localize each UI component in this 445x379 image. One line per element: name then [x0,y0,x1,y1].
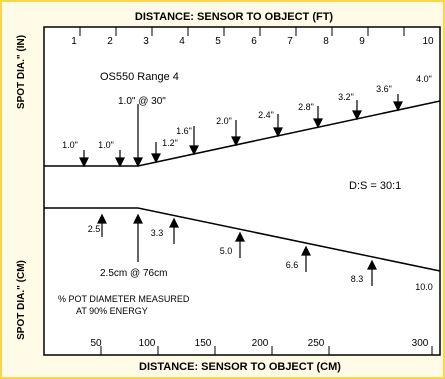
lower-arrow [97,213,107,237]
upper-arrow [393,94,403,112]
upper-arrow [115,150,125,168]
left-label-inches: SPOT DIA." (IN) [16,35,27,109]
bottom-tick-label: 250 [308,338,325,349]
upper-arrow [313,106,323,129]
lower-callout: 6.6 [286,260,299,270]
upper-callout: 1.0" [62,140,78,150]
top-tick-label: 7 [287,36,293,47]
ds-ratio: D:S = 30:1 [349,180,401,192]
lower-arrow [301,245,311,272]
lower-focus-label: 2.5cm @ 76cm [100,268,167,279]
top-tick-label: 6 [251,36,257,47]
lower-callout: 2.5 [88,224,101,234]
upper-callout: 3.6" [376,84,392,94]
top-tick-label: 9 [359,36,365,47]
lower-callout: 5.0 [220,246,233,256]
lower-arrow [367,259,377,286]
upper-callout: 2.0" [216,116,232,126]
top-tick-label: 2 [107,36,113,47]
top-tick-label: 4 [179,36,185,47]
upper-callout: 2.4" [258,110,274,120]
model-label: OS550 Range 4 [100,71,179,83]
upper-callout: 4.0" [416,74,432,84]
lower-arrow [235,231,245,258]
footnote-line-1: % POT DIAMETER MEASURED [58,294,190,304]
footnote-line-2: AT 90% ENERGY [76,306,148,316]
bottom-tick-label: 300 [412,338,429,349]
upper-arrows [79,94,403,168]
lower-arrows [97,213,377,286]
upper-callouts: 1.0" 1.0" 1.2" 1.6" 2.0" 2.4" 2.8" 3.2" … [62,74,432,150]
lower-callout: 10.0 [415,282,433,292]
beam-lower-edge [44,207,441,272]
lower-arrow [169,217,179,244]
bottom-tick-label: 100 [139,338,156,349]
bottom-tick-label: 150 [195,338,212,349]
top-tick-label: 1 [71,36,77,47]
upper-arrow [133,104,143,168]
upper-arrow [79,150,89,168]
top-tick-label: 8 [323,36,329,47]
left-label-cm: SPOT DIA." (CM) [16,260,27,340]
lower-arrow [133,213,143,262]
lower-callout: 3.3 [151,228,164,238]
upper-callout: 3.2" [338,92,354,102]
bottom-tick-label: 200 [252,338,269,349]
bottom-axis-title: DISTANCE: SENSOR TO OBJECT (CM) [139,361,341,373]
top-tick-label: 3 [143,36,149,47]
top-tick-label: 5 [215,36,221,47]
upper-arrow [273,114,283,138]
upper-callout: 2.8" [298,102,314,112]
upper-arrow [231,120,241,147]
top-ticks [79,27,405,36]
plot-border [43,26,441,356]
upper-callout: 1.6" [176,126,192,136]
upper-arrow [151,142,161,164]
upper-arrow [189,126,199,156]
upper-focus-label: 1.0" @ 30" [118,96,166,107]
bottom-tick-label: 50 [90,338,102,349]
bottom-ticks [100,346,433,355]
bottom-tick-labels: 50 100 150 200 250 300 [90,338,428,349]
upper-callout: 1.0" [98,140,114,150]
lower-callout: 8.3 [351,274,364,284]
upper-callout: 1.2" [162,138,178,148]
top-axis-title: DISTANCE: SENSOR TO OBJECT (FT) [135,11,334,23]
lower-callouts: 2.5 3.3 5.0 6.6 8.3 10.0 [88,224,433,292]
upper-arrow [352,100,362,121]
top-tick-label: 10 [422,36,434,47]
top-tick-labels: 1 2 3 4 5 6 7 8 9 10 [71,36,434,47]
